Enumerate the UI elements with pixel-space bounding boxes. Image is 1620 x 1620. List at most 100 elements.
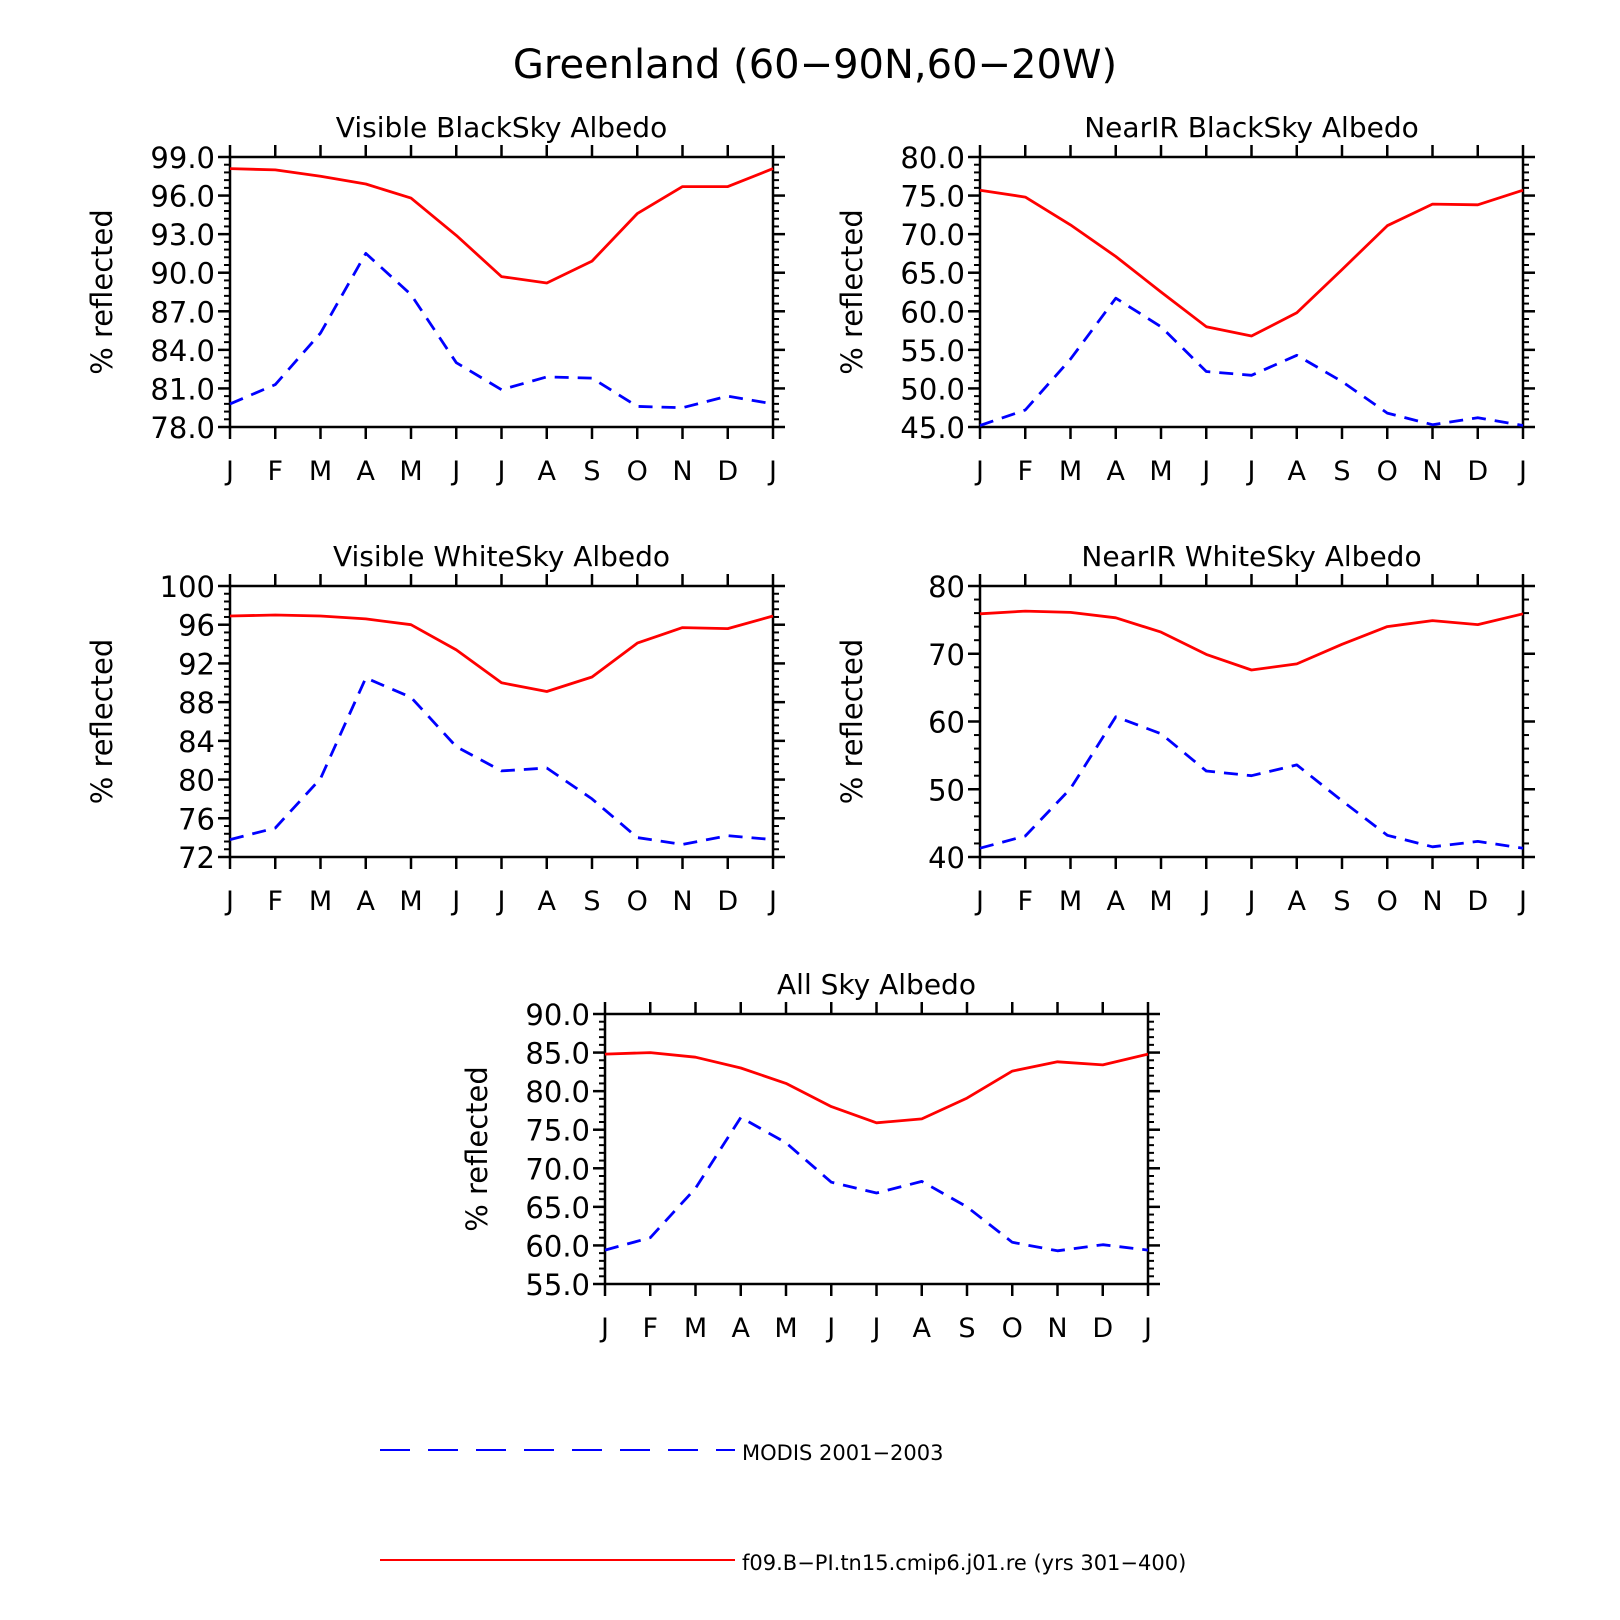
- model-series-line: [979, 188, 1524, 338]
- y-tick-label: 60: [928, 706, 965, 740]
- x-tick-label: F: [1017, 456, 1033, 487]
- x-tick-label: A: [1107, 456, 1126, 487]
- x-tick-label: J: [825, 1313, 835, 1344]
- x-tick-label: S: [1333, 456, 1350, 487]
- legend-obs-label: MODIS 2001−2003: [742, 1441, 944, 1465]
- x-tick-label: O: [1002, 1313, 1023, 1344]
- x-tick-label: D: [1467, 456, 1488, 487]
- chart-panels: Visible BlackSky Albedo 78.0 81.0 84.0 87.0 9…: [85, 111, 1535, 1344]
- y-tick-label: 70: [928, 638, 965, 672]
- y-axis-label: % reflected: [835, 209, 869, 375]
- x-tick-label: O: [627, 456, 648, 487]
- y-tick-label: 76: [178, 802, 215, 836]
- y-tick-label: 85.0: [525, 1037, 590, 1071]
- x-tick-label: A: [913, 1313, 932, 1344]
- y-tick-label: 99.0: [150, 141, 215, 175]
- panel-title: NearIR BlackSky Albedo: [1084, 111, 1419, 144]
- y-tick-label: 72: [178, 841, 215, 875]
- x-tick-label: J: [1200, 886, 1210, 917]
- x-tick-label: A: [1107, 886, 1126, 917]
- x-tick-label: J: [974, 456, 984, 487]
- x-tick-label: J: [599, 1313, 609, 1344]
- x-tick-label: N: [1422, 886, 1442, 917]
- x-tick-label: N: [1422, 456, 1442, 487]
- x-tick-label: J: [496, 886, 506, 917]
- y-tick-label: 45.0: [900, 411, 965, 445]
- chart-panel: Visible BlackSky Albedo 78.0 81.0 84.0 87.0 9…: [85, 111, 785, 487]
- chart-panel: Visible WhiteSky Albedo 72 76 80 84 88 92 96 100…: [85, 540, 785, 917]
- y-tick-label: 65.0: [900, 257, 965, 291]
- y-tick-label: 40: [928, 841, 965, 875]
- x-tick-label: J: [767, 456, 777, 487]
- x-tick-label: N: [672, 886, 692, 917]
- x-tick-label: M: [1149, 886, 1172, 917]
- y-tick-label: 50: [928, 773, 965, 807]
- y-tick-label: 88: [178, 686, 215, 720]
- x-tick-label: O: [1377, 886, 1398, 917]
- modis-series-line: [979, 715, 1524, 850]
- x-tick-label: S: [583, 456, 600, 487]
- x-tick-label: M: [684, 1313, 707, 1344]
- x-tick-label: A: [1288, 886, 1307, 917]
- x-tick-label: A: [538, 456, 557, 487]
- x-tick-label: M: [1149, 456, 1172, 487]
- modis-series-line: [229, 251, 774, 410]
- y-tick-label: 81.0: [150, 372, 215, 406]
- x-tick-label: S: [583, 886, 600, 917]
- x-tick-label: A: [357, 456, 376, 487]
- x-tick-label: N: [1047, 1313, 1067, 1344]
- y-tick-label: 84: [178, 725, 215, 759]
- x-tick-label: M: [774, 1313, 797, 1344]
- x-tick-label: M: [399, 886, 422, 917]
- x-tick-label: O: [1377, 456, 1398, 487]
- y-tick-label: 92: [178, 647, 215, 681]
- y-tick-label: 60.0: [900, 295, 965, 329]
- y-tick-label: 75.0: [525, 1114, 590, 1148]
- model-series-line: [229, 613, 774, 693]
- x-tick-label: J: [450, 886, 460, 917]
- panel-title: NearIR WhiteSky Albedo: [1081, 540, 1421, 573]
- x-tick-label: M: [1059, 886, 1082, 917]
- modis-series-line: [979, 296, 1524, 427]
- y-tick-label: 70.0: [525, 1152, 590, 1186]
- chart-panel: NearIR WhiteSky Albedo 40 50 60 70 80 % reflec…: [835, 540, 1535, 917]
- y-tick-label: 80: [178, 764, 215, 798]
- y-tick-label: 55.0: [525, 1268, 590, 1302]
- y-tick-label: 96: [178, 609, 215, 643]
- model-series-line: [229, 167, 774, 285]
- x-tick-label: O: [627, 886, 648, 917]
- x-tick-label: F: [267, 456, 283, 487]
- x-tick-label: J: [1517, 886, 1527, 917]
- x-tick-label: D: [717, 886, 738, 917]
- x-tick-label: J: [871, 1313, 881, 1344]
- x-tick-label: A: [357, 886, 376, 917]
- x-tick-label: J: [224, 456, 234, 487]
- y-tick-label: 60.0: [525, 1229, 590, 1263]
- y-tick-label: 93.0: [150, 218, 215, 252]
- y-tick-label: 100: [160, 570, 215, 604]
- y-tick-label: 80.0: [900, 141, 965, 175]
- x-tick-label: J: [1246, 456, 1256, 487]
- x-tick-label: M: [309, 456, 332, 487]
- y-tick-label: 80.0: [525, 1075, 590, 1109]
- legend-model-label: f09.B−PI.tn15.cmip6.j01.re (yrs 301−400): [742, 1551, 1186, 1575]
- x-tick-label: J: [1517, 456, 1527, 487]
- y-axis-label: % reflected: [835, 639, 869, 805]
- x-tick-label: J: [224, 886, 234, 917]
- chart-panel: NearIR BlackSky Albedo 45.0 50.0 55.0 60.0 65…: [835, 111, 1535, 487]
- x-tick-label: M: [399, 456, 422, 487]
- x-tick-label: A: [732, 1313, 751, 1344]
- y-tick-label: 90.0: [525, 998, 590, 1032]
- x-tick-label: D: [1467, 886, 1488, 917]
- y-tick-label: 78.0: [150, 411, 215, 445]
- x-tick-label: J: [1246, 886, 1256, 917]
- y-tick-label: 65.0: [525, 1191, 590, 1225]
- modis-series-line: [229, 676, 774, 846]
- y-tick-label: 80: [928, 570, 965, 604]
- x-tick-label: D: [1092, 1313, 1113, 1344]
- x-tick-label: F: [642, 1313, 658, 1344]
- y-tick-label: 87.0: [150, 295, 215, 329]
- x-tick-label: A: [538, 886, 557, 917]
